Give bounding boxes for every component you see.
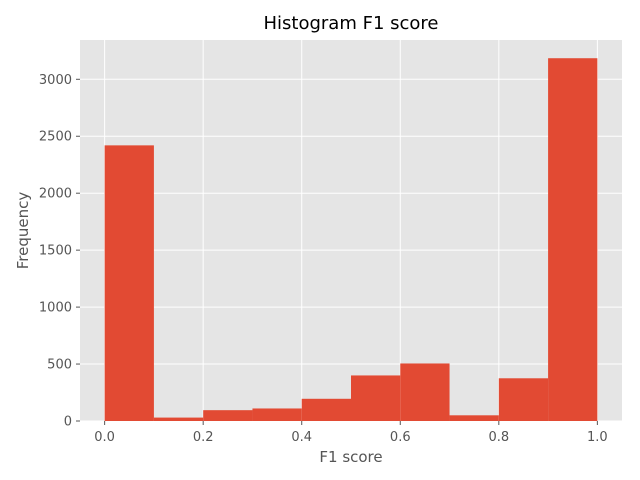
chart-title: Histogram F1 score (264, 13, 439, 34)
x-tick-label: 0.0 (94, 430, 115, 445)
y-tick-label: 0 (64, 415, 72, 430)
y-tick-label: 1500 (39, 244, 72, 259)
y-tick-label: 2000 (39, 187, 72, 202)
grid-lines (80, 40, 622, 422)
bars (104, 58, 598, 422)
histogram-bar (203, 410, 253, 421)
x-tick-label: 1.0 (587, 430, 608, 445)
y-axis-ticks: 0 500 1000 1500 2000 2500 3000 (39, 73, 80, 430)
y-tick-label: 500 (47, 358, 72, 373)
y-tick-label: 3000 (39, 73, 72, 88)
y-axis-label: Frequency (14, 192, 32, 270)
x-axis-ticks: 0.0 0.2 0.4 0.6 0.8 1.0 (94, 421, 608, 445)
histogram-bar (400, 363, 450, 421)
y-tick-label: 1000 (39, 301, 72, 316)
plot-background (80, 40, 622, 421)
y-tick-label: 2500 (39, 130, 72, 145)
histogram-bar (104, 145, 154, 421)
histogram-bar (548, 58, 598, 422)
histogram-bar (449, 415, 499, 421)
x-tick-label: 0.8 (488, 430, 509, 445)
histogram-bar (301, 398, 351, 421)
histogram-bar (153, 417, 204, 421)
x-tick-label: 0.4 (291, 430, 312, 445)
x-axis-label: F1 score (319, 448, 382, 466)
histogram-bar (252, 408, 302, 421)
histogram-bar (498, 378, 549, 421)
histogram-bar (351, 375, 401, 421)
x-tick-label: 0.2 (193, 430, 214, 445)
x-tick-label: 0.6 (390, 430, 411, 445)
